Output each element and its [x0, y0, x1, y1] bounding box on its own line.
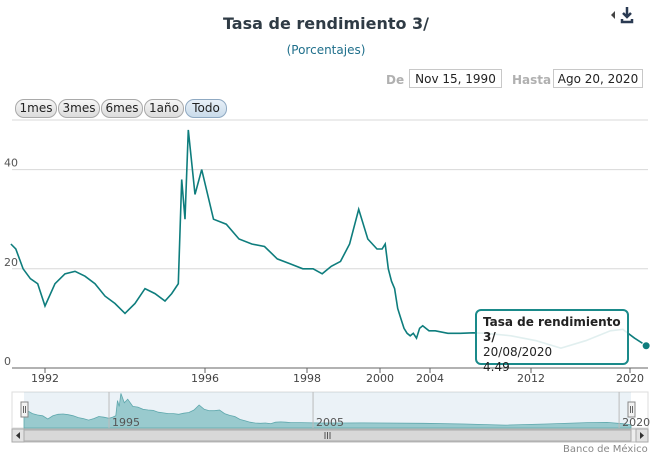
- x-tick-label: 1998: [293, 372, 321, 385]
- y-tick-label: 40: [4, 157, 18, 170]
- download-icon: [611, 7, 634, 24]
- to-date-input[interactable]: Ago 20, 2020: [553, 69, 643, 88]
- zoom-6month-button[interactable]: 6mes: [101, 99, 143, 118]
- x-tick-label: 2004: [416, 372, 444, 385]
- navigator-label: 1995: [112, 416, 140, 429]
- tooltip-value: 4.49: [483, 360, 510, 374]
- navigator-label: 2005: [316, 416, 344, 429]
- zoom-3month-button[interactable]: 3mes: [58, 99, 100, 118]
- x-tick-label: 1996: [191, 372, 219, 385]
- chart-title: Tasa de rendimiento 3/: [222, 14, 430, 33]
- to-label: Hasta: [512, 73, 552, 87]
- zoom-all-button[interactable]: Todo: [185, 99, 227, 118]
- y-tick-label: 0: [4, 355, 11, 368]
- x-tick-label: 2020: [616, 372, 644, 385]
- scrollbar-right-arrow[interactable]: [635, 428, 649, 443]
- navigator-handle-right[interactable]: [627, 401, 636, 418]
- x-tick-label: 2000: [366, 372, 394, 385]
- navigator-series-area: [23, 393, 632, 429]
- x-tick-label: 1992: [31, 372, 59, 385]
- tooltip: Tasa de rendimiento 3/ 20/08/2020 4.49: [475, 309, 629, 374]
- navigator-handle-left[interactable]: [20, 401, 29, 418]
- chart-subtitle: (Porcentajes): [286, 43, 366, 57]
- credits-link[interactable]: Banco de México: [563, 444, 648, 455]
- tooltip-series-name: Tasa de rendimiento 3/: [483, 315, 621, 344]
- from-label: De: [386, 73, 405, 87]
- navigator-label: 2020: [622, 416, 650, 429]
- tooltip-date: 20/08/2020: [483, 345, 553, 359]
- navigator-mask: [24, 392, 631, 428]
- scrollbar-grip-icon: [324, 432, 331, 439]
- zoom-1month-button[interactable]: 1mes: [15, 99, 57, 118]
- series-line: [10, 129, 647, 350]
- y-tick-label: 20: [4, 256, 18, 269]
- from-date-input[interactable]: Nov 15, 1990: [409, 69, 502, 88]
- scrollbar-left-arrow[interactable]: [11, 428, 25, 443]
- x-tick-label: 2012: [517, 372, 545, 385]
- export-menu-button[interactable]: [609, 3, 641, 27]
- hover-marker: [641, 341, 651, 351]
- zoom-1year-button[interactable]: 1año: [144, 99, 184, 118]
